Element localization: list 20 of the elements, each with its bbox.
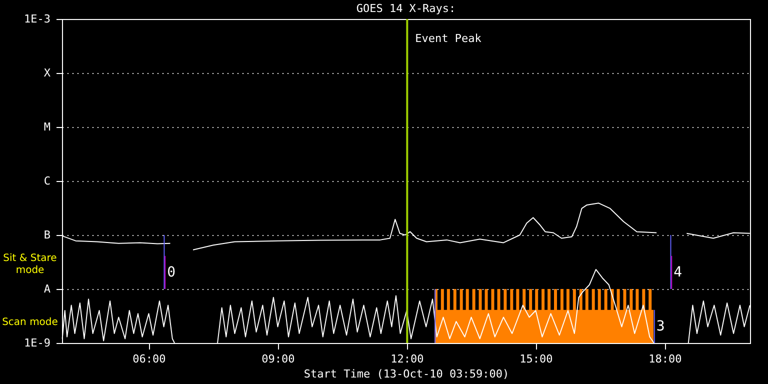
y-tick-label: 1E-3 <box>24 12 50 26</box>
y-tick-label: M <box>44 120 51 134</box>
x-axis-title: Start Time (13-Oct-10 03:59:00) <box>304 368 510 380</box>
series-label: 4 <box>674 264 682 280</box>
y-tick-label: 1E-9 <box>24 336 50 350</box>
series-label: 0 <box>167 264 176 280</box>
ref-line-label: Event Peak <box>415 32 482 45</box>
text: Sit & Stare mode <box>3 253 57 276</box>
x-tick-label: 06:00 <box>132 352 166 366</box>
y-tick-label: B <box>44 228 51 242</box>
series-label: 3 <box>656 318 665 334</box>
y-tick-label: X <box>44 66 51 80</box>
x-tick-label: 12:00 <box>390 352 424 366</box>
y-tick-label: A <box>44 282 51 296</box>
x-tick-label: 09:00 <box>262 352 295 366</box>
y-tick-label: C <box>44 174 50 188</box>
x-tick-label: 18:00 <box>648 352 682 366</box>
text: Scan mode <box>2 317 58 328</box>
x-tick-label: 15:00 <box>520 352 553 366</box>
chart-title: GOES 14 X-Rays: <box>356 2 456 15</box>
